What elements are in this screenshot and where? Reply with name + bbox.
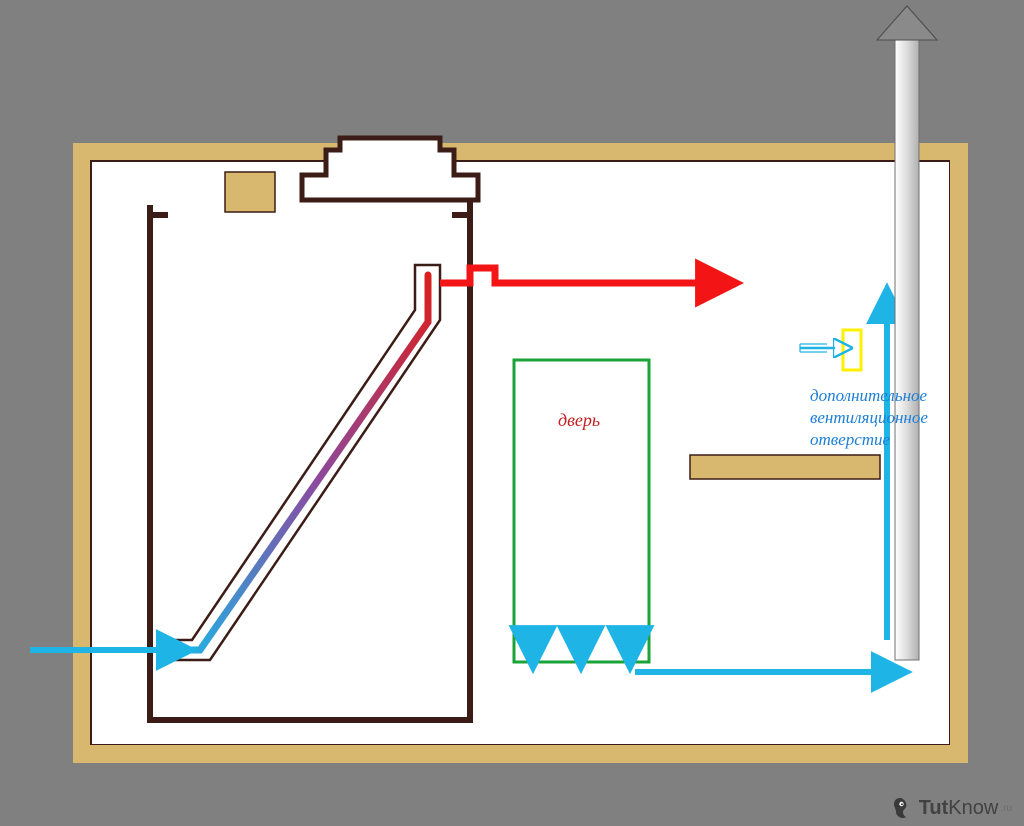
door-label: дверь: [558, 410, 600, 431]
room-interior: [91, 161, 950, 745]
watermark-icon: [891, 796, 915, 820]
diagram-canvas: дверь дополнительное вентиляционное отве…: [0, 0, 1024, 826]
watermark-suffix: .ru: [1000, 803, 1012, 814]
bench: [690, 455, 880, 479]
watermark-bold: Tut: [919, 797, 949, 820]
wood-bottom-edge: [73, 745, 968, 763]
watermark: TutKnow.ru: [891, 796, 1012, 820]
vent-hole-label: дополнительное вентиляционное отверстие: [810, 385, 928, 451]
wood-notch: [225, 172, 275, 212]
watermark-thin: Know: [948, 797, 998, 820]
wood-right-edge: [950, 143, 968, 763]
